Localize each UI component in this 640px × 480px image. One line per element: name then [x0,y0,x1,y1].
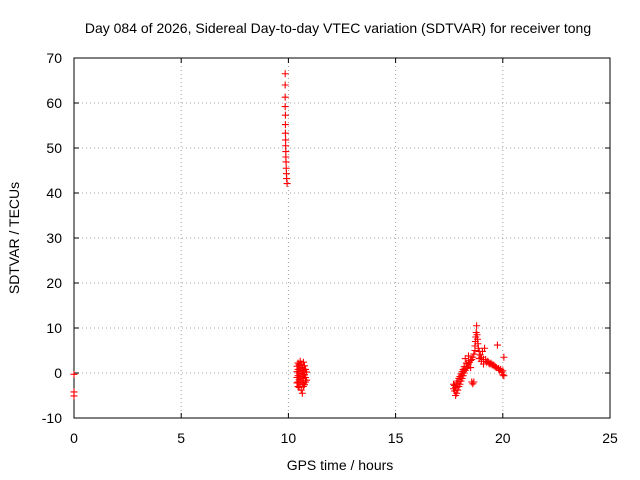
x-tick-label: 10 [281,430,297,446]
data-point [281,121,289,129]
x-tick-label: 5 [177,430,185,446]
data-point [282,158,290,166]
data-point [283,180,291,188]
y-axis-label: SDTVAR / TECUs [6,182,22,294]
y-tick-label: -10 [42,410,62,426]
data-point [281,111,289,119]
data-point [464,352,472,360]
data-point [470,378,478,386]
chart-title: Day 084 of 2026, Sidereal Day-to-day VTE… [85,20,591,36]
data-point [499,367,507,375]
data-point [282,142,290,150]
data-point [303,376,311,384]
data-point [467,364,475,372]
data-point [453,389,461,397]
data-point [281,103,289,111]
x-tick-label: 0 [70,430,78,446]
data-point [456,380,464,388]
data-point [493,341,501,349]
data-point [500,353,508,361]
data-point [299,358,307,366]
y-tick-label: 70 [46,50,62,66]
y-tick-label: 20 [46,275,62,291]
x-axis-label: GPS time / hours [287,457,394,473]
x-tick-label: 25 [602,430,618,446]
data-point [281,93,289,101]
data-points [70,70,508,400]
data-point [473,322,481,330]
data-point [70,392,78,400]
data-point [500,372,508,380]
data-point [303,368,311,376]
grid-lines [74,58,610,418]
data-point [470,350,478,358]
data-point [300,362,308,370]
y-tick-label: 40 [46,185,62,201]
data-point [469,380,477,388]
data-point [481,344,489,352]
data-point [454,386,462,394]
y-tick-labels: -10 0 10 20 30 40 50 60 70 [42,50,62,426]
y-tick-label: 0 [54,365,62,381]
y-tick-label: 10 [46,320,62,336]
x-tick-label: 15 [388,430,404,446]
data-point [298,389,306,397]
y-tick-label: 60 [46,95,62,111]
data-point [474,344,482,352]
data-point [281,81,289,89]
data-point [469,353,477,361]
data-point [281,70,289,78]
x-tick-labels: 0 5 10 15 20 25 [70,430,618,446]
data-point [70,370,78,378]
y-tick-label: 30 [46,230,62,246]
data-point [297,386,305,394]
y-tick-label: 50 [46,140,62,156]
x-tick-label: 20 [495,430,511,446]
data-point [281,129,289,137]
axis-ticks [73,57,611,419]
data-point [282,136,290,144]
